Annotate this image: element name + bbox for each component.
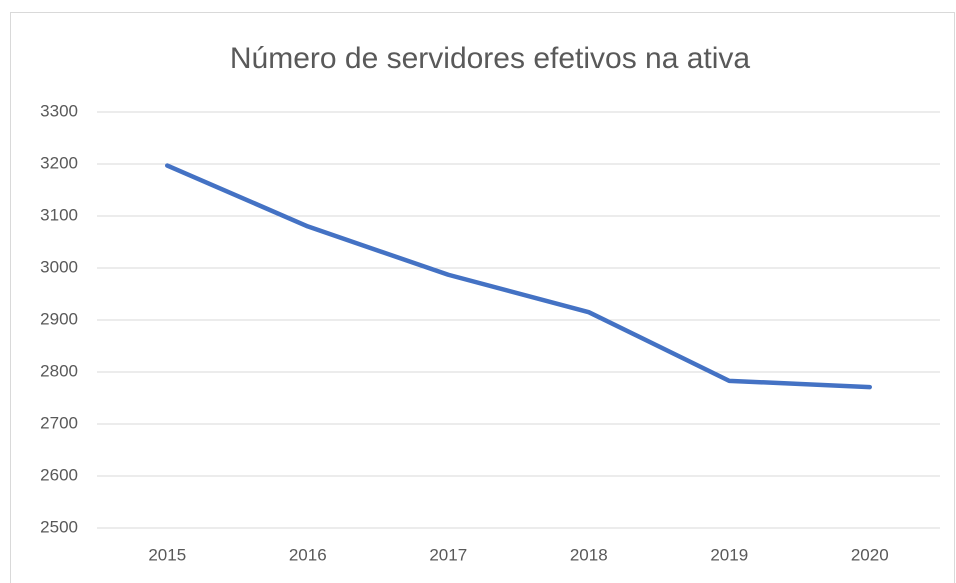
x-tick-label: 2017 (429, 545, 467, 564)
x-tick-label: 2019 (710, 545, 748, 564)
y-tick-label: 2900 (40, 309, 78, 328)
y-tick-label: 2600 (40, 465, 78, 484)
y-tick-label: 3100 (40, 205, 78, 224)
y-tick-label: 3200 (40, 153, 78, 172)
y-tick-label: 2800 (40, 361, 78, 380)
y-tick-label: 2700 (40, 413, 78, 432)
data-line (165, 163, 872, 390)
x-tick-label: 2016 (289, 545, 327, 564)
x-tick-label: 2020 (851, 545, 889, 564)
x-tick-label: 2015 (148, 545, 186, 564)
chart-title: Número de servidores efetivos na ativa (230, 42, 751, 75)
y-tick-label: 2500 (40, 517, 78, 536)
chart-border (10, 12, 955, 583)
x-tick-label: 2018 (570, 545, 608, 564)
y-tick-label: 3300 (40, 101, 78, 120)
y-tick-label: 3000 (40, 257, 78, 276)
